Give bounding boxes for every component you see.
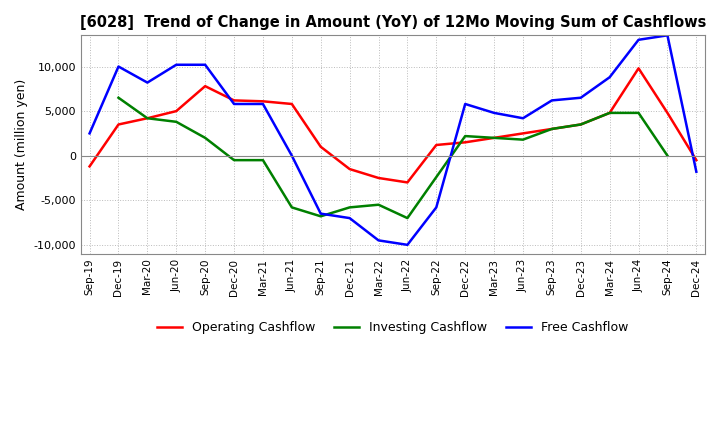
Free Cashflow xyxy=(114,64,123,69)
Investing Cashflow xyxy=(287,205,296,210)
Y-axis label: Amount (million yen): Amount (million yen) xyxy=(15,79,28,210)
Free Cashflow xyxy=(490,110,498,116)
Investing Cashflow xyxy=(490,135,498,140)
Free Cashflow xyxy=(577,95,585,100)
Free Cashflow xyxy=(287,153,296,158)
Investing Cashflow xyxy=(547,126,556,132)
Free Cashflow xyxy=(547,98,556,103)
Free Cashflow xyxy=(692,169,701,174)
Free Cashflow xyxy=(172,62,181,67)
Investing Cashflow xyxy=(346,205,354,210)
Free Cashflow xyxy=(143,80,152,85)
Free Cashflow xyxy=(634,37,643,42)
Investing Cashflow xyxy=(230,158,238,163)
Operating Cashflow xyxy=(432,143,441,148)
Investing Cashflow xyxy=(403,216,412,221)
Free Cashflow xyxy=(316,211,325,216)
Free Cashflow xyxy=(258,101,267,106)
Investing Cashflow xyxy=(374,202,383,207)
Free Cashflow xyxy=(230,101,238,106)
Investing Cashflow xyxy=(172,119,181,125)
Free Cashflow xyxy=(606,75,614,80)
Free Cashflow xyxy=(432,205,441,210)
Operating Cashflow xyxy=(172,109,181,114)
Line: Operating Cashflow: Operating Cashflow xyxy=(89,68,696,183)
Operating Cashflow xyxy=(490,135,498,140)
Free Cashflow xyxy=(346,216,354,221)
Operating Cashflow xyxy=(547,126,556,132)
Investing Cashflow xyxy=(606,110,614,116)
Operating Cashflow xyxy=(374,175,383,180)
Investing Cashflow xyxy=(518,137,527,142)
Operating Cashflow xyxy=(692,158,701,163)
Operating Cashflow xyxy=(230,98,238,103)
Investing Cashflow xyxy=(143,116,152,121)
Legend: Operating Cashflow, Investing Cashflow, Free Cashflow: Operating Cashflow, Investing Cashflow, … xyxy=(152,316,634,339)
Investing Cashflow xyxy=(663,153,672,158)
Title: [6028]  Trend of Change in Amount (YoY) of 12Mo Moving Sum of Cashflows: [6028] Trend of Change in Amount (YoY) o… xyxy=(80,15,706,30)
Investing Cashflow xyxy=(577,122,585,127)
Operating Cashflow xyxy=(316,144,325,150)
Free Cashflow xyxy=(663,33,672,38)
Operating Cashflow xyxy=(85,164,94,169)
Operating Cashflow xyxy=(258,99,267,104)
Free Cashflow xyxy=(403,242,412,247)
Operating Cashflow xyxy=(518,131,527,136)
Operating Cashflow xyxy=(634,66,643,71)
Operating Cashflow xyxy=(461,139,469,145)
Investing Cashflow xyxy=(114,95,123,100)
Operating Cashflow xyxy=(287,101,296,106)
Operating Cashflow xyxy=(606,110,614,116)
Operating Cashflow xyxy=(403,180,412,185)
Free Cashflow xyxy=(374,238,383,243)
Operating Cashflow xyxy=(143,116,152,121)
Free Cashflow xyxy=(518,116,527,121)
Line: Investing Cashflow: Investing Cashflow xyxy=(119,98,667,218)
Line: Free Cashflow: Free Cashflow xyxy=(89,35,696,245)
Operating Cashflow xyxy=(577,122,585,127)
Investing Cashflow xyxy=(316,214,325,219)
Free Cashflow xyxy=(461,101,469,106)
Investing Cashflow xyxy=(258,158,267,163)
Free Cashflow xyxy=(201,62,210,67)
Investing Cashflow xyxy=(201,135,210,140)
Operating Cashflow xyxy=(663,110,672,116)
Operating Cashflow xyxy=(114,122,123,127)
Free Cashflow xyxy=(85,131,94,136)
Operating Cashflow xyxy=(346,166,354,172)
Investing Cashflow xyxy=(634,110,643,116)
Operating Cashflow xyxy=(201,84,210,89)
Investing Cashflow xyxy=(461,133,469,139)
